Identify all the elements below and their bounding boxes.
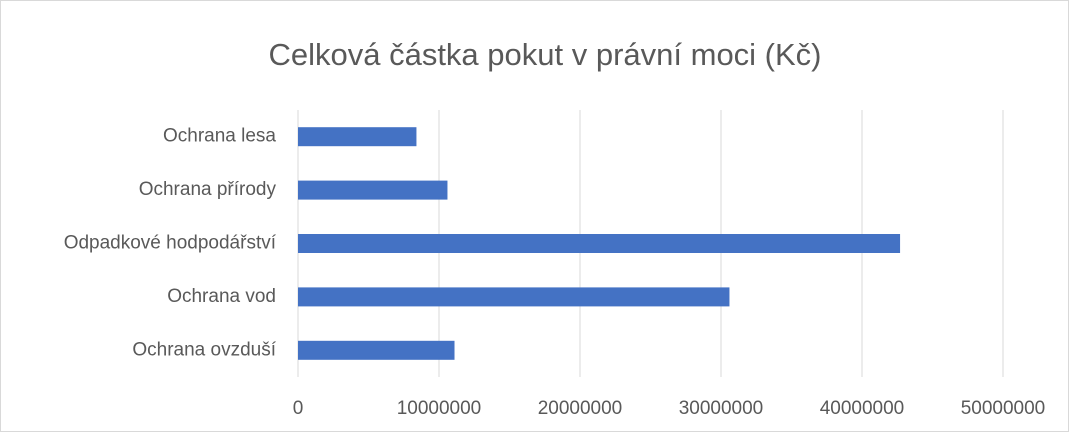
bar (298, 234, 901, 253)
x-tick-label: 40000000 (820, 398, 905, 419)
chart-title: Celková částka pokut v právní moci (Kč) (268, 37, 821, 72)
y-tick-label: Ochrana vod (167, 286, 276, 307)
x-tick-label: 0 (293, 398, 304, 419)
x-tick-label: 10000000 (397, 398, 482, 419)
bar (298, 287, 730, 307)
y-tick-label: Ochrana přírody (139, 179, 277, 200)
y-tick-label: Ochrana lesa (163, 126, 276, 147)
y-tick-label: Ochrana ovzduší (132, 339, 276, 360)
bar (298, 180, 448, 200)
bar (298, 127, 417, 147)
bar (298, 340, 455, 360)
x-tick-label: 20000000 (538, 398, 623, 419)
x-tick-label: 50000000 (961, 398, 1046, 419)
y-tick-label: Odpadkové hodpodářství (64, 233, 277, 254)
x-tick-label: 30000000 (679, 398, 764, 419)
